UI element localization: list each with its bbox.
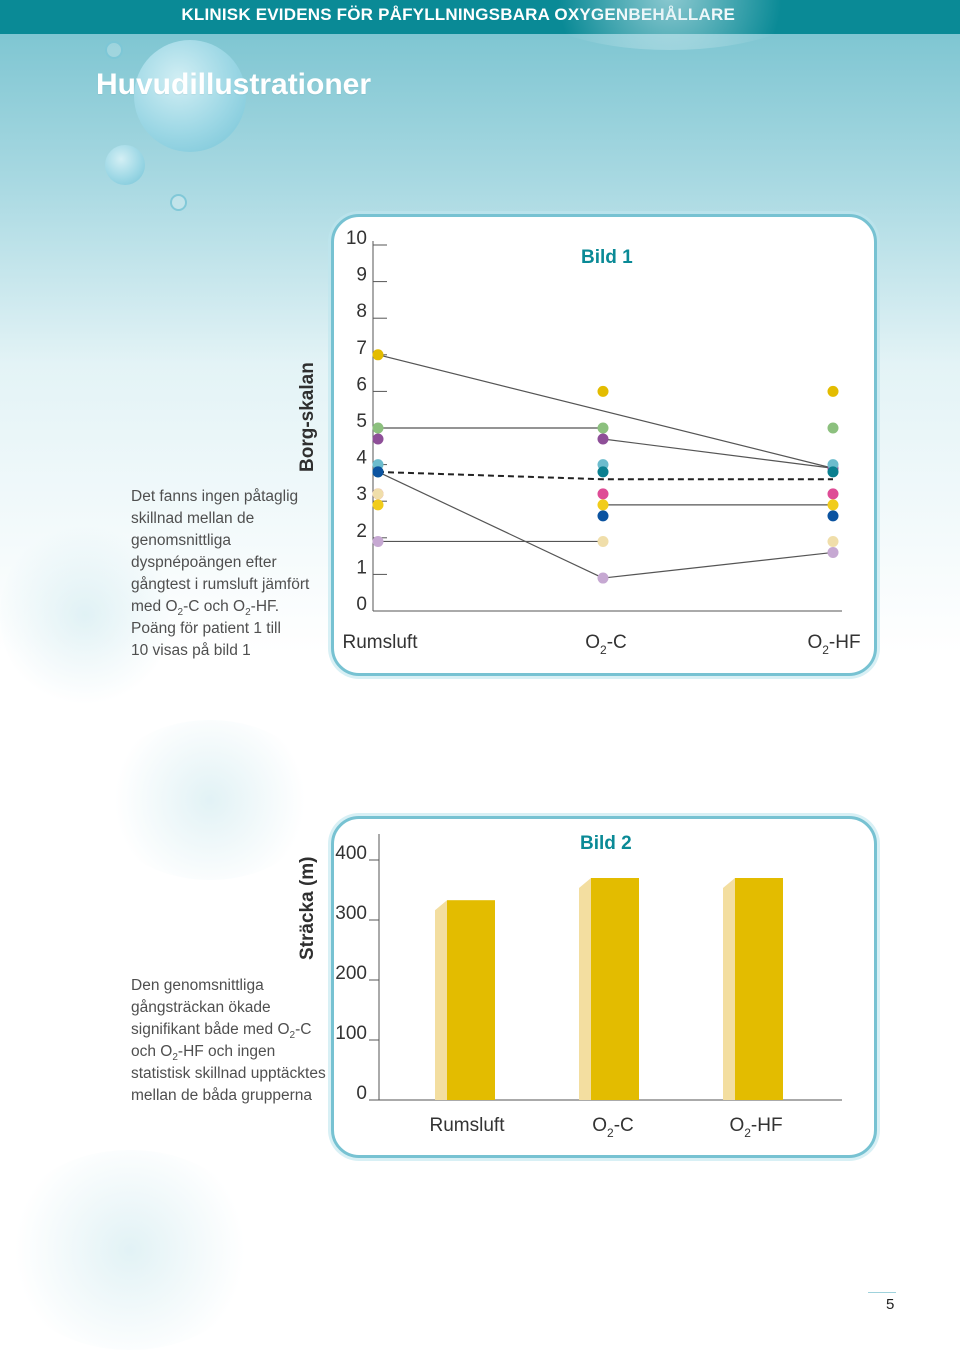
chart2-bar xyxy=(591,878,639,1100)
chart2-bar xyxy=(447,900,495,1100)
chart2-y-tick-label: 400 xyxy=(335,843,367,864)
chart1-svg: 0 1 2 3 4 5 6 7 8 9 10 Rumsluft O2-C O2-HF xyxy=(343,228,861,657)
background-bubble xyxy=(0,1150,260,1350)
chart2-category-label: O2-HF xyxy=(729,1115,782,1140)
chart1-patient-line xyxy=(377,471,604,579)
chart1-data-point xyxy=(597,499,609,511)
chart2-category-label: Rumsluft xyxy=(430,1115,506,1136)
chart1-mean-line xyxy=(377,470,833,481)
chart1-data-point xyxy=(597,488,609,500)
chart1-data-point xyxy=(597,433,609,445)
bubble-small xyxy=(105,41,123,59)
chart1-data-point xyxy=(597,572,609,584)
chart2-y-tick-label: 300 xyxy=(335,903,367,924)
figure2-description: Den genomsnittliga gångsträckan ökade si… xyxy=(131,977,326,1104)
chart1-data-point xyxy=(372,488,384,500)
chart2-y-tick-label: 200 xyxy=(335,963,367,984)
bubble-medium xyxy=(105,145,145,185)
chart1-patient-line xyxy=(602,438,834,469)
bubble-large xyxy=(134,40,246,152)
background-bubble xyxy=(100,720,320,880)
chart1-category-label: Rumsluft xyxy=(343,632,419,653)
chart1-y-tick-label: 10 xyxy=(346,228,367,249)
chart1-y-tick-label: 3 xyxy=(356,484,367,505)
chart2-svg: 0 100 200 300 400 Rumsluft O2-C O2-HF xyxy=(335,834,842,1140)
chart1-y-tick-label: 7 xyxy=(356,338,367,359)
chart1-data-point xyxy=(827,510,839,522)
chart1-data-point xyxy=(372,499,384,511)
chart1-y-tick-label: 5 xyxy=(356,411,367,432)
chart2-category-label: O2-C xyxy=(592,1115,634,1140)
chart1-y-tick-label: 0 xyxy=(356,594,367,615)
chart2-bar-shade xyxy=(579,878,591,1100)
chart1-data-point xyxy=(827,535,839,547)
chart1-data-point xyxy=(827,546,839,558)
chart1-panel xyxy=(331,214,877,676)
chart1-data-point xyxy=(597,535,609,547)
chart1-data-point xyxy=(827,499,839,511)
chart1-data-point xyxy=(597,510,609,522)
chart1-y-tick-label: 4 xyxy=(356,448,367,469)
figure1-description: Det fanns ingen påtaglig skillnad mellan… xyxy=(131,488,310,659)
chart2-title: Bild 2 xyxy=(580,833,632,854)
chart2-y-tick-label: 0 xyxy=(356,1083,367,1104)
chart1-y-tick-label: 8 xyxy=(356,301,367,322)
page-title: Huvudillustrationer xyxy=(96,68,372,101)
chart1-data-point xyxy=(827,466,839,478)
chart2-bar xyxy=(735,878,783,1100)
chart1-data-point xyxy=(372,535,384,547)
chart1-y-tick-label: 2 xyxy=(356,521,367,542)
chart1-data-point xyxy=(372,433,384,445)
bubble-small xyxy=(170,194,187,211)
chart1-data-point xyxy=(597,422,609,434)
chart1-data-point xyxy=(827,385,839,397)
chart1-data-point xyxy=(597,385,609,397)
chart1-patient-line xyxy=(602,551,834,579)
chart1-data-point xyxy=(597,466,609,478)
chart1-patient-line xyxy=(377,354,834,469)
chart2-bar-shade xyxy=(435,900,447,1100)
chart1-data-point xyxy=(372,349,384,361)
chart1-category-label: O2-HF xyxy=(807,632,860,657)
page-number-rule xyxy=(868,1292,896,1293)
page-number: 5 xyxy=(886,1296,895,1313)
background-bubble xyxy=(0,520,170,710)
chart2-y-tick-label: 100 xyxy=(335,1023,367,1044)
chart1-data-point xyxy=(827,422,839,434)
chart1-y-tick-label: 1 xyxy=(356,557,367,578)
chart1-y-tick-label: 9 xyxy=(356,265,367,286)
chart1-title: Bild 1 xyxy=(581,247,633,268)
chart1-y-tick-label: 6 xyxy=(356,374,367,395)
chart2-bar-shade xyxy=(723,878,735,1100)
chart1-data-point xyxy=(372,466,384,478)
chart1-category-label: O2-C xyxy=(585,632,627,657)
chart1-data-point xyxy=(372,422,384,434)
chart1-data-point xyxy=(827,488,839,500)
